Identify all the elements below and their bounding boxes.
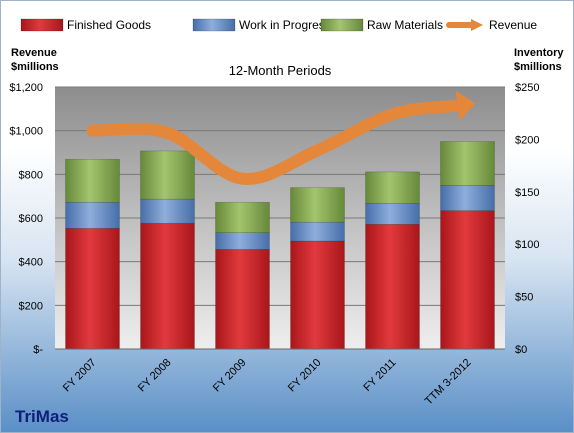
- revenue-line-group: [86, 90, 476, 185]
- bar-work-in-progress: [365, 203, 420, 225]
- legend-swatch: [320, 18, 364, 32]
- legend-label: Finished Goods: [67, 18, 151, 32]
- right-tick-label: $50: [515, 292, 533, 304]
- bar-work-in-progress: [140, 198, 195, 224]
- bar-work-in-progress: [440, 185, 495, 211]
- bar-raw-materials: [215, 201, 270, 233]
- revenue-line: [86, 99, 464, 185]
- legend-swatch: [20, 18, 64, 32]
- right-tick-label: $200: [515, 134, 539, 146]
- x-tick-label: FY 2007: [61, 357, 99, 395]
- left-axis-title-line1: Revenue: [11, 47, 57, 59]
- bar-finished-goods: [440, 210, 495, 350]
- legend: Finished Goods Work in Progress Raw Materi…: [20, 18, 537, 32]
- x-tick-label: FY 2010: [286, 357, 324, 395]
- bar-raw-materials: [365, 171, 420, 204]
- right-tick-label: $150: [515, 187, 539, 199]
- left-tick-label: $-: [33, 344, 43, 356]
- bar-work-in-progress: [215, 232, 270, 250]
- bar-raw-materials: [65, 159, 120, 203]
- x-tick-label: FY 2008: [136, 357, 174, 395]
- left-tick-label: $400: [19, 257, 43, 269]
- legend-label: Raw Materials: [367, 18, 443, 32]
- left-tick-label: $1,000: [9, 126, 43, 138]
- right-tick-label: $0: [515, 344, 527, 356]
- right-tick-label: $100: [515, 239, 539, 251]
- bars: [65, 141, 495, 350]
- bar-finished-goods: [290, 240, 345, 350]
- bar-finished-goods: [365, 223, 420, 350]
- bar-finished-goods: [215, 249, 270, 350]
- bar-finished-goods: [140, 222, 195, 350]
- legend-label: Revenue: [489, 18, 537, 32]
- bar-raw-materials: [290, 187, 345, 223]
- chart-title: 12-Month Periods: [229, 63, 332, 78]
- bar-raw-materials: [140, 150, 195, 200]
- left-axis-title-line2: $millions: [11, 61, 59, 73]
- bar-work-in-progress: [290, 221, 345, 242]
- bar-finished-goods: [65, 228, 120, 350]
- x-tick-label: FY 2009: [211, 357, 249, 395]
- legend-label: Work in Progress: [239, 18, 331, 32]
- right-axis-title-line1: Inventory: [514, 47, 564, 59]
- x-tick-labels: FY 2007 FY 2008 FY 2009 FY 2010 FY 2011 TTM 3…: [61, 357, 474, 408]
- left-tick-label: $200: [19, 300, 43, 312]
- legend-swatch-arrow: [471, 19, 483, 31]
- right-tick-labels: $0 $50 $100 $150 $200 $250: [515, 82, 539, 356]
- revenue-arrowhead: [455, 90, 476, 121]
- bar-raw-materials: [440, 141, 495, 186]
- right-axis-title-line2: $millions: [514, 61, 562, 73]
- bar-work-in-progress: [65, 201, 120, 229]
- left-tick-labels: $- $200 $400 $600 $800 $1,000 $1,200: [9, 82, 43, 356]
- right-tick-label: $250: [515, 82, 539, 94]
- x-tick-label: TTM 3-2012: [423, 357, 474, 408]
- left-tick-label: $600: [19, 213, 43, 225]
- left-tick-label: $800: [19, 169, 43, 181]
- left-tick-label: $1,200: [9, 82, 43, 94]
- legend-swatch: [192, 18, 236, 32]
- brand-label: TriMas: [15, 407, 69, 426]
- x-tick-label: FY 2011: [361, 357, 398, 394]
